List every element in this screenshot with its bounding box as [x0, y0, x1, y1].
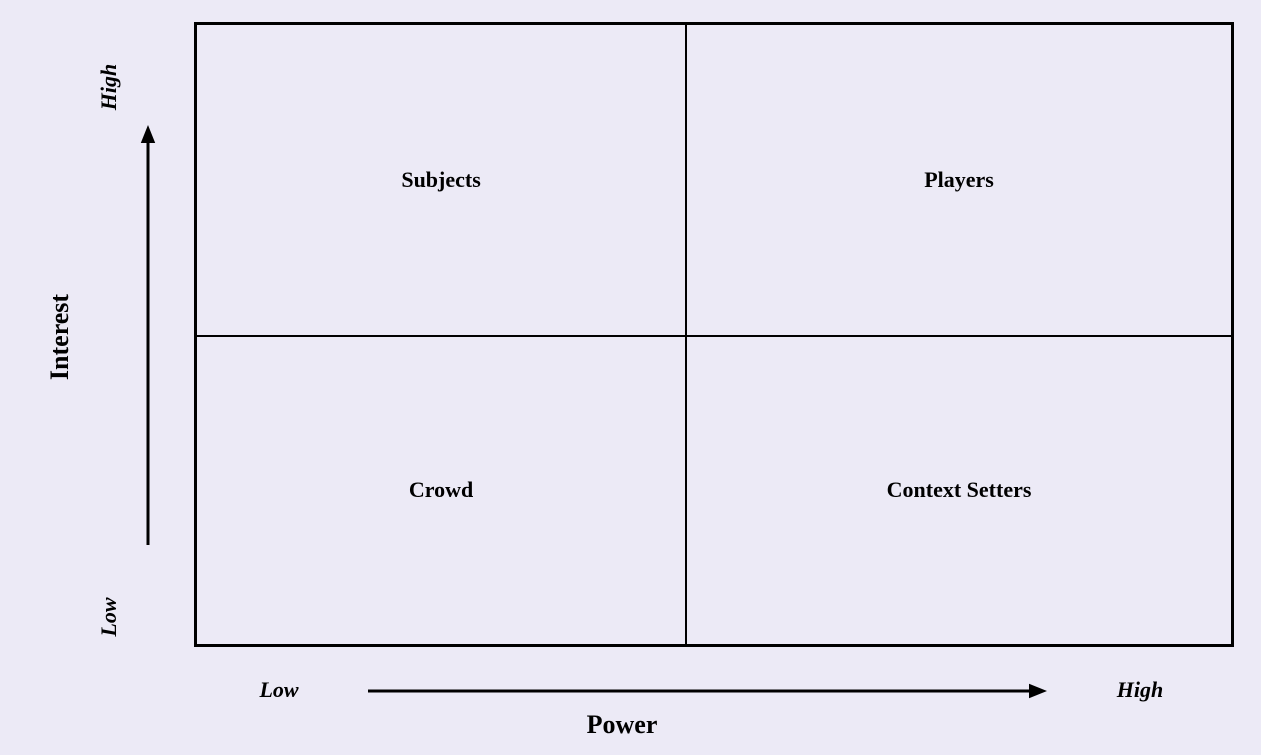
- x-axis-title: Power: [587, 710, 658, 740]
- cell-context-setters: Context Setters: [687, 337, 1231, 644]
- cell-context-setters-label: Context Setters: [887, 477, 1032, 503]
- y-axis-high-label: High: [96, 64, 122, 110]
- x-axis-low-label: Low: [259, 677, 298, 703]
- cell-subjects: Subjects: [197, 25, 687, 337]
- cell-subjects-label: Subjects: [401, 167, 480, 193]
- cell-crowd: Crowd: [197, 337, 687, 644]
- y-axis-title: Interest: [45, 294, 75, 380]
- y-axis-low-label: Low: [96, 597, 122, 636]
- stakeholder-matrix: Subjects Players Crowd Context Setters: [194, 22, 1234, 647]
- x-axis-arrow: [353, 676, 1050, 706]
- x-axis-high-label: High: [1117, 677, 1163, 703]
- cell-players: Players: [687, 25, 1231, 337]
- cell-players-label: Players: [924, 167, 994, 193]
- diagram-canvas: Subjects Players Crowd Context Setters I…: [0, 0, 1261, 755]
- y-axis-arrow: [133, 122, 163, 560]
- cell-crowd-label: Crowd: [409, 477, 473, 503]
